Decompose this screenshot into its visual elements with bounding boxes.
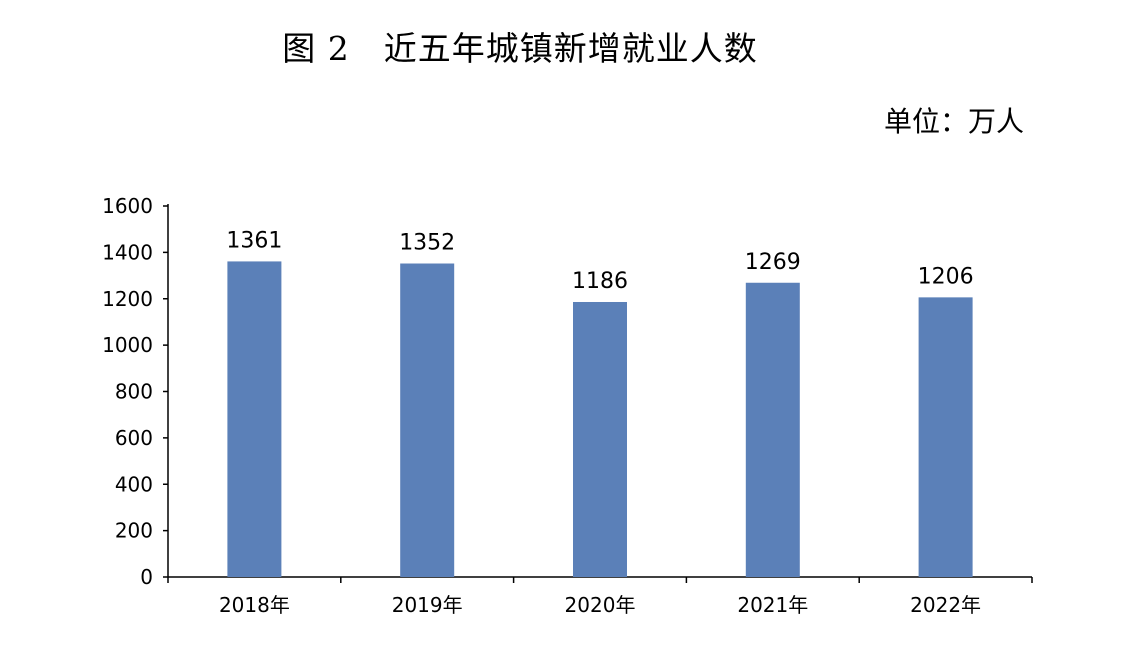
x-tick-label: 2022年 <box>910 593 981 617</box>
y-tick-label: 800 <box>115 380 153 404</box>
unit-label: 单位：万人 <box>883 105 1024 138</box>
y-tick-label: 200 <box>115 519 153 543</box>
x-tick-label: 2018年 <box>219 593 290 617</box>
bar <box>400 263 455 577</box>
x-tick-label: 2020年 <box>565 593 636 617</box>
y-tick-label: 1400 <box>102 240 153 264</box>
y-tick-label: 600 <box>115 426 153 450</box>
y-tick-label: 0 <box>140 565 153 589</box>
bar <box>918 297 973 577</box>
y-tick-label: 400 <box>115 472 153 496</box>
data-label: 1352 <box>399 231 455 256</box>
x-tick-label: 2021年 <box>737 593 808 617</box>
y-tick-label: 1600 <box>102 194 153 218</box>
chart-title: 图 2 近五年城镇新增就业人数 <box>282 29 758 68</box>
bar <box>745 282 800 577</box>
data-label: 1361 <box>226 228 282 253</box>
bar <box>227 261 282 577</box>
bar <box>573 301 627 577</box>
y-tick-label: 1000 <box>102 333 153 357</box>
y-tick-label: 1200 <box>102 287 153 311</box>
data-label: 1206 <box>918 264 974 289</box>
data-label: 1269 <box>745 250 801 275</box>
x-tick-label: 2019年 <box>392 593 463 617</box>
data-label: 1186 <box>572 269 628 294</box>
